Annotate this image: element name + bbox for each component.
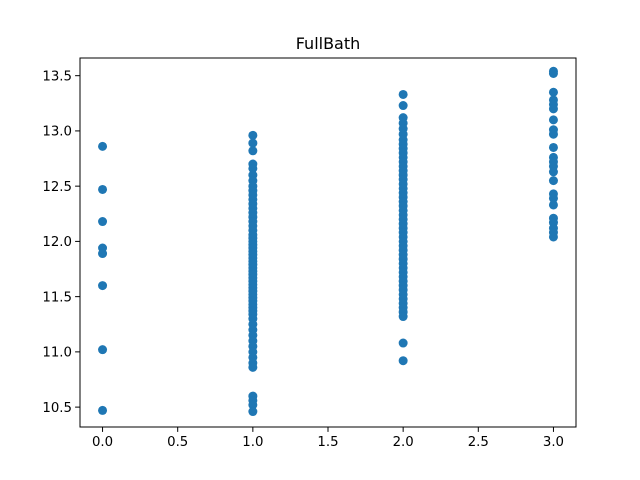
data-point <box>98 249 108 259</box>
data-point <box>548 167 558 177</box>
y-tick-label: 11.5 <box>42 290 72 305</box>
y-tick-label: 13.0 <box>42 125 72 140</box>
y-axis-ticks: 10.5 11.0 11.5 12.0 12.5 13.0 13.5 <box>42 69 80 416</box>
x-tick-label: 0.0 <box>92 435 113 450</box>
x-tick-label: 2.0 <box>393 435 414 450</box>
data-point <box>98 405 108 415</box>
data-point <box>548 142 558 152</box>
data-point <box>548 200 558 210</box>
data-point <box>398 89 408 99</box>
y-tick-label: 12.5 <box>42 180 72 195</box>
data-point <box>398 338 408 348</box>
data-point <box>248 400 258 410</box>
x-tick-label: 1.5 <box>317 435 338 450</box>
data-point <box>98 141 108 151</box>
y-tick-label: 12.0 <box>42 235 72 250</box>
data-point <box>98 281 108 291</box>
data-point <box>98 345 108 355</box>
chart-title: FullBath <box>296 34 361 53</box>
data-points <box>98 66 558 417</box>
data-point <box>248 130 258 140</box>
data-point <box>248 163 258 173</box>
data-point <box>548 129 558 139</box>
data-point <box>398 312 408 322</box>
data-point <box>548 176 558 186</box>
data-point <box>398 356 408 366</box>
y-tick-label: 13.5 <box>42 69 72 84</box>
data-point <box>98 184 108 194</box>
x-tick-label: 3.0 <box>543 435 564 450</box>
data-point <box>248 146 258 156</box>
data-point <box>248 407 258 417</box>
data-point <box>548 68 558 78</box>
x-tick-label: 0.5 <box>167 435 188 450</box>
y-tick-label: 10.5 <box>42 401 72 416</box>
data-point <box>98 217 108 227</box>
x-tick-label: 1.0 <box>242 435 263 450</box>
data-point <box>398 101 408 111</box>
data-point <box>548 87 558 97</box>
data-point <box>248 138 258 148</box>
plot-frame <box>79 57 577 428</box>
data-point <box>548 232 558 242</box>
x-axis-ticks: 0.0 0.5 1.0 1.5 2.0 2.5 3.0 <box>92 427 564 450</box>
data-point <box>248 362 258 372</box>
x-tick-label: 2.5 <box>468 435 489 450</box>
data-point <box>548 104 558 114</box>
data-point <box>548 193 558 203</box>
data-point <box>548 115 558 125</box>
y-tick-label: 11.0 <box>42 346 72 361</box>
